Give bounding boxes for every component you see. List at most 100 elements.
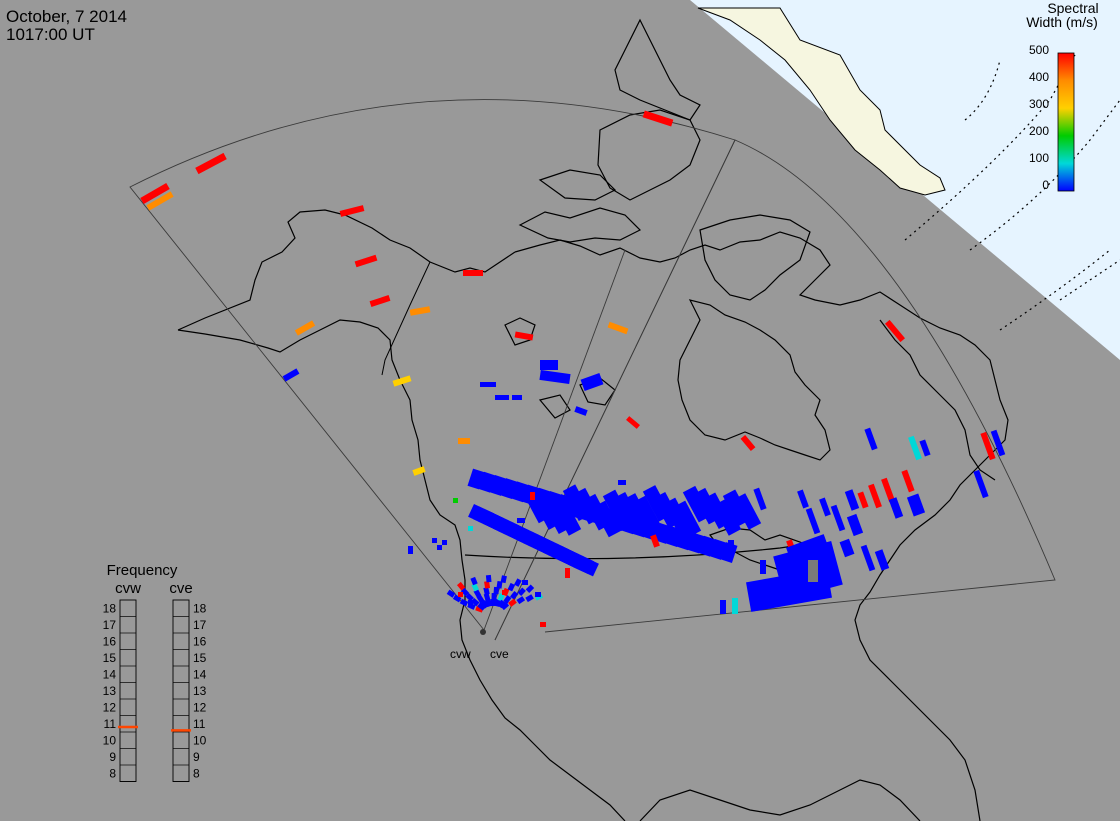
cvw-frequency-tick: 10 bbox=[103, 733, 117, 747]
echo-cell bbox=[874, 549, 890, 571]
arctic-island-4 bbox=[614, 18, 701, 121]
colorbar-tick-500: 500 bbox=[1029, 43, 1049, 57]
echo-cell bbox=[607, 321, 629, 335]
echo-cell bbox=[860, 544, 876, 572]
echo-cell bbox=[458, 592, 463, 597]
echo-cell bbox=[510, 591, 519, 600]
echo-cell bbox=[573, 554, 599, 577]
echo-cell bbox=[672, 500, 702, 538]
latitude-line-3 bbox=[999, 249, 1111, 331]
echo-cell bbox=[525, 594, 534, 603]
echo-cell bbox=[480, 382, 496, 387]
echo-cell bbox=[470, 576, 478, 586]
echo-cell bbox=[477, 602, 486, 611]
arctic-island-7 bbox=[538, 394, 571, 419]
frequency-panel: Frequency cvw cve 1817161514131211109818… bbox=[103, 562, 207, 782]
echo-cell bbox=[503, 595, 512, 604]
echo-cell bbox=[535, 592, 541, 597]
cvw-frequency-tick: 8 bbox=[109, 766, 116, 780]
echo-cell bbox=[282, 368, 300, 382]
echo-cell bbox=[497, 599, 506, 609]
alaska-border bbox=[381, 261, 431, 376]
echo-cell bbox=[470, 597, 480, 607]
colorbar-tick-0: 0 bbox=[1042, 178, 1049, 192]
echo-cell bbox=[468, 600, 473, 605]
echo-cell bbox=[502, 590, 507, 595]
echo-cell bbox=[786, 534, 834, 576]
echo-cell bbox=[485, 574, 492, 583]
cve-frequency-tick: 14 bbox=[193, 667, 207, 681]
echo-cell bbox=[728, 540, 734, 552]
date-label: October, 7 2014 bbox=[6, 7, 127, 26]
colorbar-title-line1: Spectral bbox=[1047, 0, 1098, 16]
echo-cell bbox=[437, 545, 442, 550]
echo-cell bbox=[675, 520, 681, 525]
spectral-width-colorbar: Spectral Width (m/s) 500 400 300 200 100… bbox=[1026, 0, 1098, 192]
echo-cell bbox=[864, 427, 878, 451]
echo-cell bbox=[490, 598, 496, 607]
echo-cell bbox=[140, 182, 170, 205]
echo-cell bbox=[500, 601, 510, 611]
cve-frequency-tick: 8 bbox=[193, 766, 200, 780]
echo-cell bbox=[459, 598, 469, 607]
echo-cell bbox=[514, 331, 534, 341]
echo-cell bbox=[720, 600, 726, 614]
echo-cell bbox=[463, 270, 483, 276]
echo-cell bbox=[517, 518, 525, 523]
echo-cell bbox=[491, 592, 497, 601]
echo-cell bbox=[369, 295, 391, 307]
echo-cell bbox=[908, 435, 922, 461]
echo-cell bbox=[732, 493, 762, 530]
echo-cell bbox=[522, 580, 528, 585]
echo-cell bbox=[483, 593, 491, 602]
echo-cell bbox=[592, 500, 622, 538]
cve-frequency-tick: 13 bbox=[193, 684, 207, 698]
echo-cell bbox=[626, 416, 640, 429]
echo-cell bbox=[493, 586, 500, 595]
fov-beam-line bbox=[483, 249, 626, 631]
echo-cell bbox=[412, 466, 426, 476]
frequency-ladders: 18 17 16 15 14 13 12 11 10 9 8 18 17 16 15 14 13 12 11 10 9 8 bbox=[103, 599, 207, 782]
arctic-island-1 bbox=[518, 207, 642, 243]
colorbar-gradient bbox=[1057, 52, 1075, 192]
echo-cell bbox=[456, 581, 466, 591]
echo-cell bbox=[514, 578, 522, 587]
frequency-cve-label: cve bbox=[169, 580, 192, 597]
border-line bbox=[464, 544, 801, 560]
echo-cell bbox=[496, 580, 503, 589]
cve-frequency-tick: 9 bbox=[193, 750, 200, 764]
echo-cell bbox=[517, 587, 526, 597]
echo-cell bbox=[195, 152, 227, 175]
colorbar-tick-200: 200 bbox=[1029, 124, 1049, 138]
echo-cell bbox=[973, 469, 989, 499]
echo-cell bbox=[760, 560, 766, 574]
baffin-island bbox=[699, 214, 811, 301]
cvw-frequency-tick: 18 bbox=[103, 601, 117, 615]
echo-cell bbox=[618, 480, 626, 485]
echo-cell bbox=[468, 526, 473, 531]
cve-frequency-tick: 17 bbox=[193, 618, 207, 632]
echo-cell bbox=[339, 205, 365, 217]
echo-cell bbox=[990, 429, 1006, 457]
cve-frequency-tick: 12 bbox=[193, 700, 207, 714]
colorbar-tick-400: 400 bbox=[1029, 70, 1049, 84]
echo-cell bbox=[471, 583, 479, 592]
echo-cell bbox=[507, 582, 516, 592]
echo-cell bbox=[808, 560, 818, 582]
colorbar-tick-300: 300 bbox=[1029, 97, 1049, 111]
cvw-frequency-tick: 17 bbox=[103, 618, 117, 632]
echo-cell bbox=[819, 497, 831, 517]
echo-cell bbox=[465, 593, 474, 602]
echo-cell bbox=[857, 491, 869, 509]
echo-cell bbox=[552, 499, 582, 536]
echo-cell bbox=[530, 492, 535, 500]
cvw-frequency-tick: 9 bbox=[109, 750, 116, 764]
echo-cell bbox=[884, 319, 906, 343]
echo-cell bbox=[146, 191, 174, 211]
echo-cell bbox=[839, 538, 855, 558]
echo-cell bbox=[888, 497, 904, 519]
frequency-title: Frequency bbox=[107, 562, 178, 579]
echo-cell bbox=[642, 110, 674, 127]
cve-frequency-tick: 15 bbox=[193, 651, 207, 665]
